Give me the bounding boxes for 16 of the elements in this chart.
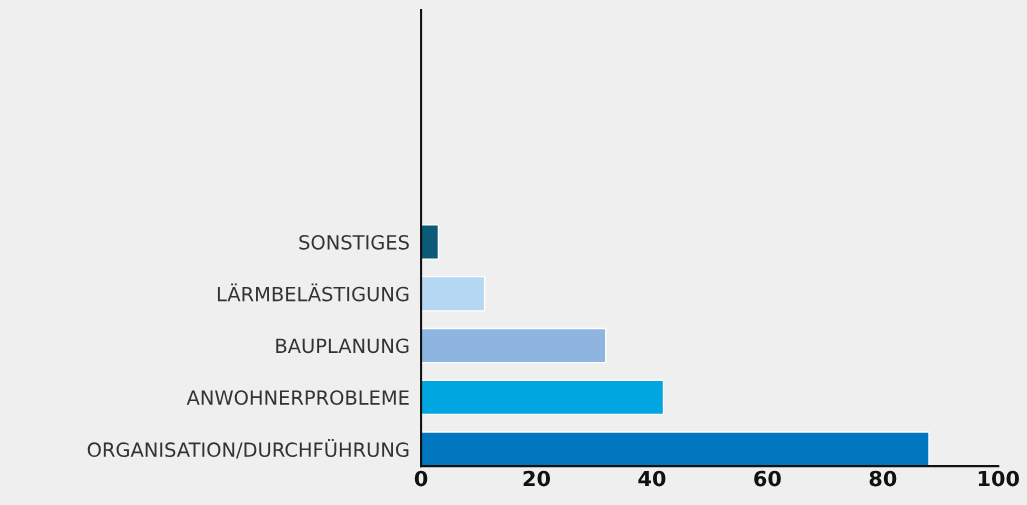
y-tick-label: ANWOHNERPROBLEME bbox=[186, 390, 409, 405]
x-tick-label: 40 bbox=[638, 470, 666, 487]
x-tick-label: 0 bbox=[414, 470, 428, 487]
y-tick-label: LÄRMBELÄSTIGUNG bbox=[217, 283, 409, 302]
y-tick-label: ORGANISATION/DURCHFÜHRUNG bbox=[87, 439, 409, 459]
x-tick-label: 100 bbox=[978, 470, 1019, 487]
x-tick-label: 20 bbox=[523, 470, 550, 487]
x-tick-label: 60 bbox=[754, 470, 781, 487]
bar bbox=[421, 431, 930, 467]
bar bbox=[421, 224, 440, 260]
bar bbox=[421, 275, 486, 312]
y-tick-label: BAUPLANUNG bbox=[276, 338, 409, 354]
y-tick-label: SONSTIGES bbox=[299, 234, 409, 250]
bar bbox=[421, 327, 607, 364]
bar bbox=[421, 379, 665, 416]
x-tick-label: 80 bbox=[869, 470, 897, 487]
